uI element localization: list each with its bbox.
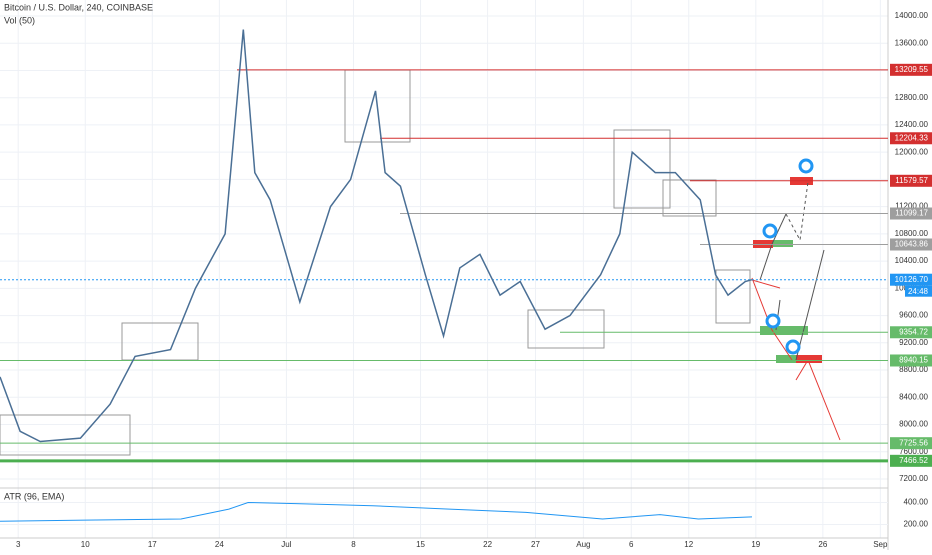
x-tick-label: 19	[751, 540, 760, 549]
arrow	[795, 249, 825, 361]
level-tag	[890, 174, 932, 187]
y-tick-label: 8800.00	[899, 365, 928, 374]
y-tick-label: 10400.00	[895, 256, 929, 265]
x-tick-label: 17	[148, 540, 157, 549]
pin	[785, 339, 801, 355]
level-label: 10643.86	[895, 240, 929, 249]
pin	[765, 313, 781, 329]
y-tick-label: 10800.00	[895, 229, 929, 238]
countdown: 24:48	[908, 287, 929, 296]
level-tag	[890, 238, 932, 251]
y-tick-label: 14000.00	[895, 11, 929, 20]
level-label: 10126.70	[895, 275, 929, 284]
zone	[773, 240, 793, 247]
arrow	[785, 181, 809, 242]
level-tag	[890, 454, 932, 467]
level-tag	[890, 326, 932, 339]
price-line	[0, 29, 753, 443]
level-label: 12204.33	[895, 133, 929, 142]
grid	[0, 0, 888, 538]
level-label: 13209.55	[895, 65, 929, 74]
x-tick-label: 24	[215, 540, 224, 549]
atr-label: ATR (96, EMA)	[4, 491, 64, 501]
level-tag	[890, 273, 932, 286]
y-tick-label: 8400.00	[899, 392, 928, 401]
zone	[776, 355, 796, 363]
x-tick-label: 26	[818, 540, 827, 549]
x-tick-label: 12	[684, 540, 693, 549]
chart-title: Bitcoin / U.S. Dollar, 240, COINBASE	[4, 2, 153, 12]
range-box	[662, 179, 717, 217]
x-tick-label: 15	[416, 540, 425, 549]
pin	[762, 223, 778, 239]
zone	[796, 355, 822, 363]
atr-tick-label: 200.00	[904, 520, 929, 529]
y-tick-label: 12000.00	[895, 147, 929, 156]
x-tick-label: Jul	[281, 540, 291, 549]
level-label: 11579.57	[895, 176, 928, 185]
countdown-tag	[905, 285, 932, 297]
zone	[760, 326, 808, 335]
y-tick-label: 11200.00	[895, 202, 928, 211]
atr-line	[0, 501, 752, 522]
y-tick-label: 13600.00	[895, 38, 929, 47]
x-tick-label: 10	[81, 540, 90, 549]
y-tick-label: 7600.00	[899, 447, 928, 456]
x-tick-label: 27	[531, 540, 540, 549]
y-tick-label: 9600.00	[899, 311, 928, 320]
level-tag	[890, 354, 932, 367]
y-tick-label: 9200.00	[899, 338, 928, 347]
pin	[798, 158, 814, 174]
level-label: 7466.52	[899, 456, 928, 465]
y-tick-label: 8000.00	[899, 420, 928, 429]
pane-bg	[0, 0, 888, 550]
x-tick-label: 3	[16, 540, 21, 549]
atr-tick-label: 400.00	[904, 498, 929, 507]
level-label: 9354.72	[899, 327, 928, 336]
range-box	[0, 414, 131, 456]
y-tick-label: 12800.00	[895, 93, 929, 102]
x-tick-label: 6	[629, 540, 634, 549]
range-box	[715, 269, 751, 324]
x-tick-label: Aug	[576, 540, 590, 549]
level-tag	[890, 132, 932, 145]
volume-label: Vol (50)	[4, 15, 35, 25]
range-box	[527, 309, 605, 349]
x-tick-label: 22	[483, 540, 492, 549]
arrow	[751, 279, 781, 289]
y-tick-label: 7200.00	[899, 474, 928, 483]
range-box	[613, 129, 671, 209]
y-tick-label: 12400.00	[895, 120, 929, 129]
level-label: 8940.15	[899, 356, 928, 365]
level-label: 7725.56	[899, 438, 928, 447]
level-label: 11099.17	[895, 209, 928, 218]
level-tag	[890, 63, 932, 76]
level-tag	[890, 207, 932, 220]
arrow	[751, 277, 793, 361]
x-tick-label: 8	[351, 540, 356, 549]
x-tick-label: Sep	[873, 540, 888, 549]
level-tag	[890, 437, 932, 450]
